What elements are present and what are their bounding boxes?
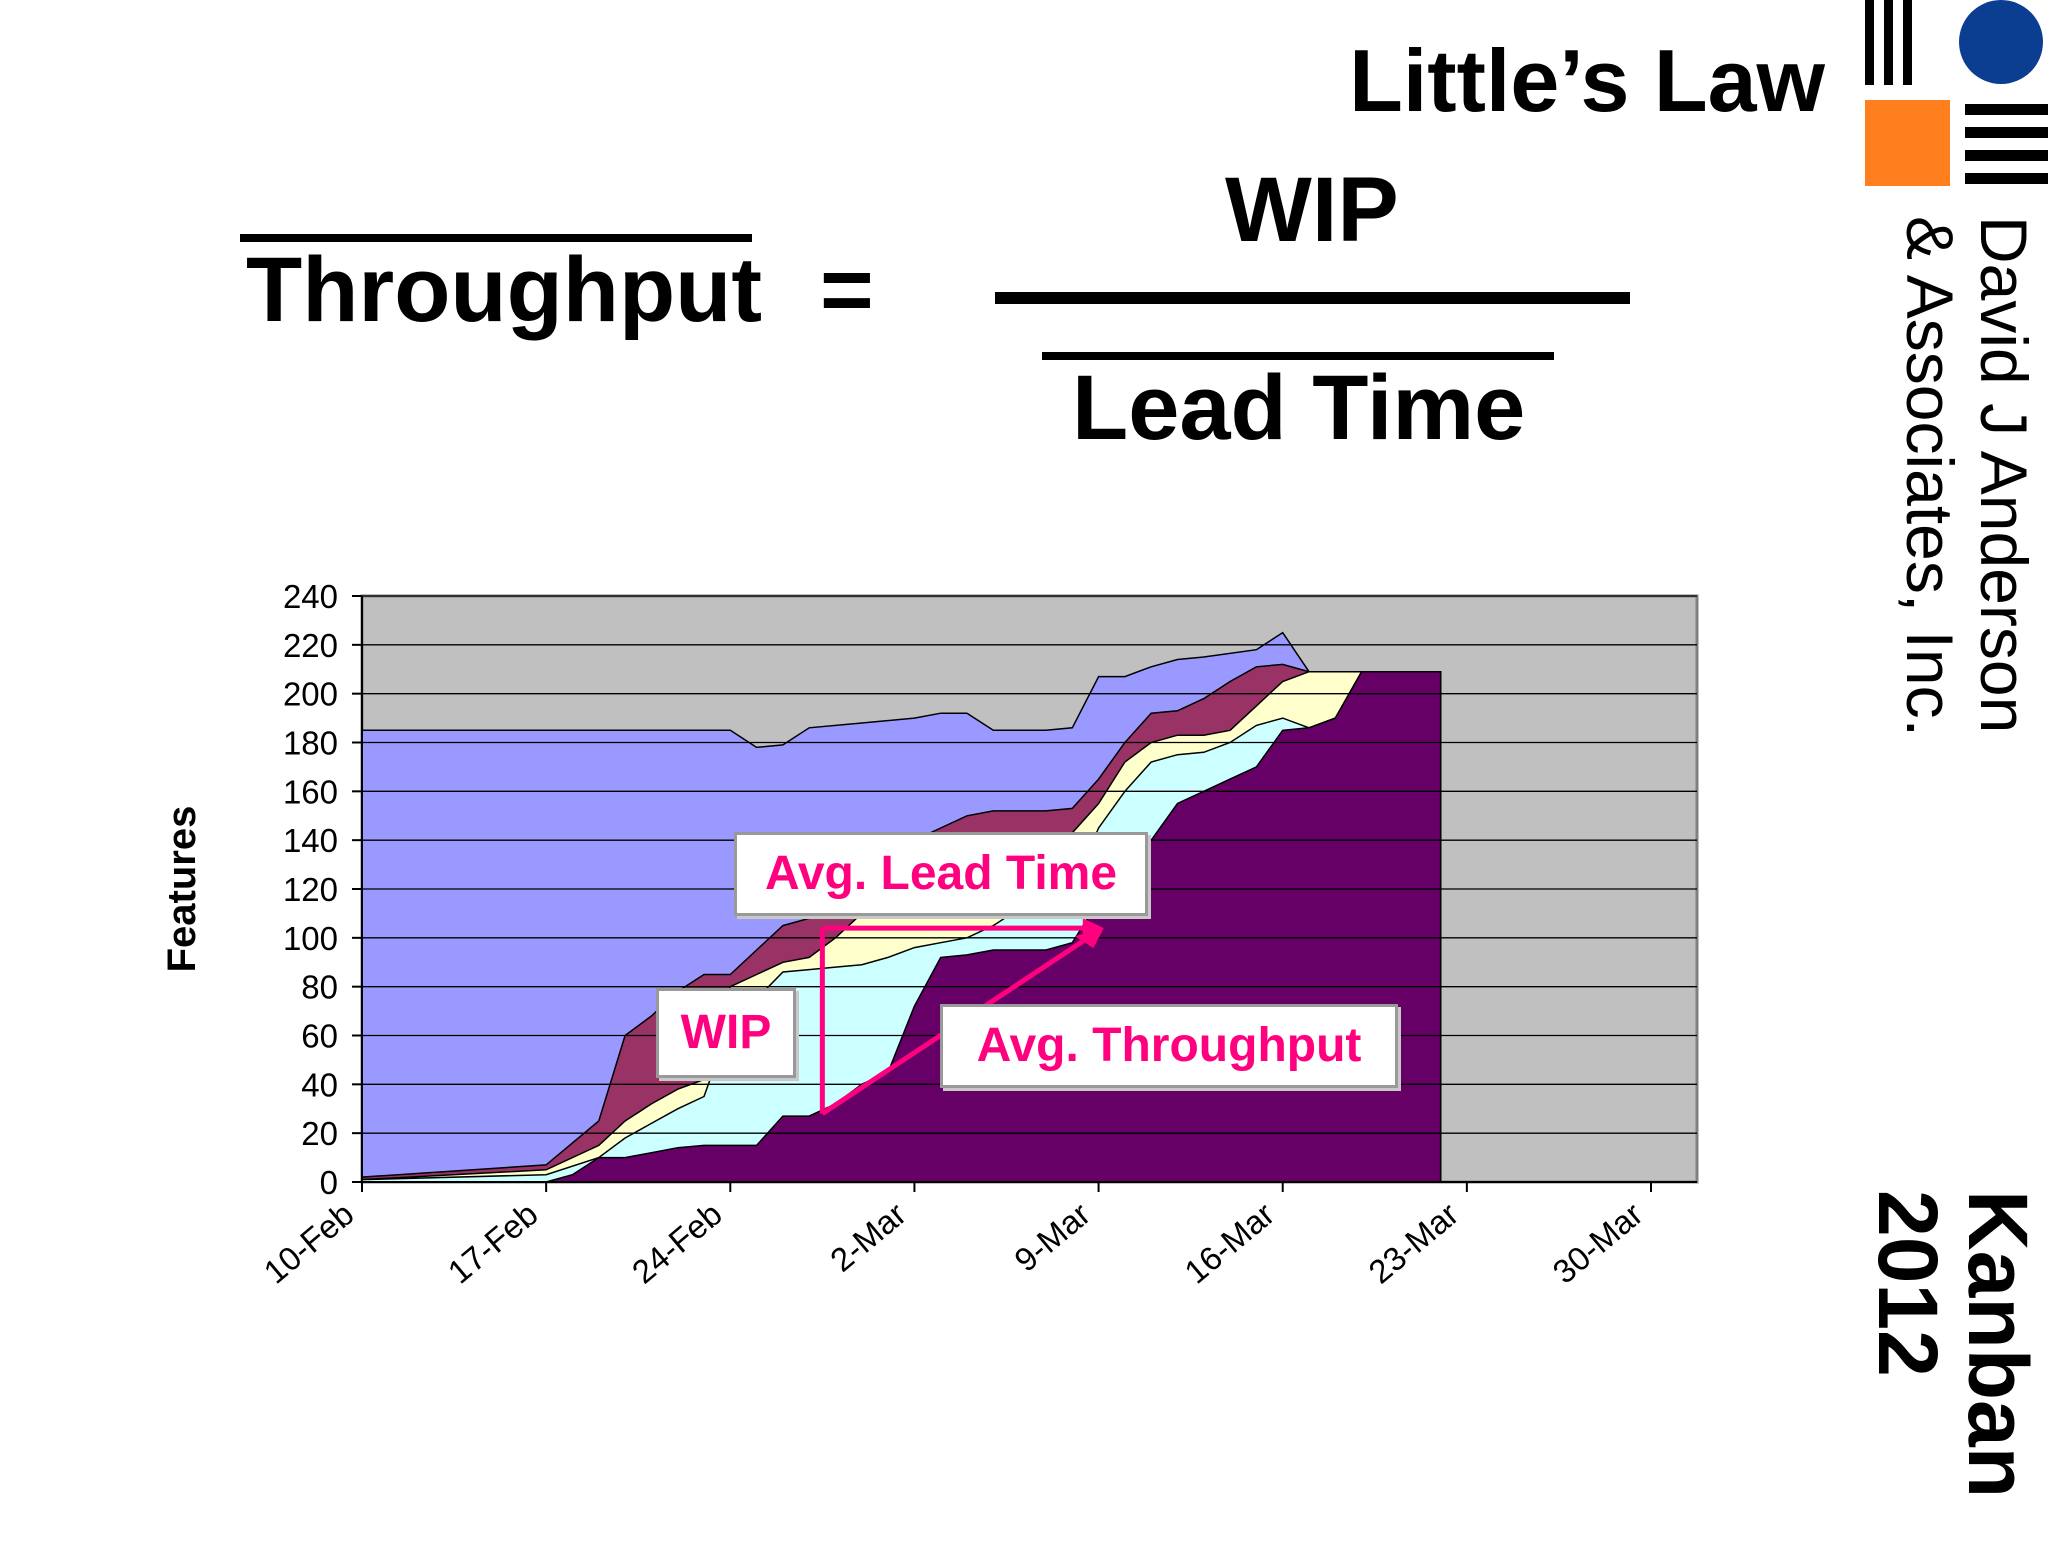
chart-svg: 0 20 40 60 80 100 120 140 160 180 200 220 240 10-Feb 1… xyxy=(160,578,1699,1291)
x-tick-label-2: 24-Feb xyxy=(625,1195,729,1291)
lead-time-overline xyxy=(1042,352,1554,360)
fraction-bar xyxy=(995,292,1630,304)
annotation-avg-throughput: Avg. Throughput xyxy=(940,1004,1398,1088)
formula-wip: WIP xyxy=(1225,159,1399,261)
event-label-line1: Kanban xyxy=(1951,1190,2045,1499)
company-name-line2: & Associates, Inc. xyxy=(1893,216,1967,737)
y-tick-label-140: 140 xyxy=(283,822,338,859)
company-name: David J Anderson & Associates, Inc. xyxy=(1870,216,2045,776)
event-label-line2: 2012 xyxy=(1861,1190,1955,1377)
formula-throughput: Throughput xyxy=(246,239,763,341)
throughput-arrow-head xyxy=(1074,928,1104,949)
y-tick-label-80: 80 xyxy=(301,969,338,1006)
annotation-avg-lead-time: Avg. Lead Time xyxy=(734,832,1148,916)
djaa-logo-icon xyxy=(1865,0,2048,186)
event-label: Kanban 2012 xyxy=(1860,1190,2048,1536)
y-tick-label-200: 200 xyxy=(283,676,338,713)
page-title: Little’s Law xyxy=(1349,31,1825,130)
throughput-overline xyxy=(240,234,752,242)
y-axis-label: Features xyxy=(160,806,204,973)
annotation-wip: WIP xyxy=(656,988,796,1078)
x-tick-label-1: 17-Feb xyxy=(441,1195,545,1291)
x-tick-label-5: 16-Mar xyxy=(1177,1195,1281,1291)
y-tick-label-240: 240 xyxy=(283,578,338,615)
y-tick-label-60: 60 xyxy=(301,1018,338,1055)
formula-equals: = xyxy=(820,239,874,341)
x-tick-label-0: 10-Feb xyxy=(257,1195,361,1291)
y-tick-label-0: 0 xyxy=(320,1164,338,1201)
y-tick-label-120: 120 xyxy=(283,871,338,908)
y-tick-label-100: 100 xyxy=(283,920,338,957)
x-tick-label-7: 30-Mar xyxy=(1546,1195,1650,1291)
y-tick-label-20: 20 xyxy=(301,1115,338,1152)
formula-lead-time: Lead Time xyxy=(1072,357,1526,459)
company-name-line1: David J Anderson xyxy=(1967,216,2041,734)
y-tick-label-160: 160 xyxy=(283,773,338,810)
cumulative-flow-chart: 0 20 40 60 80 100 120 140 160 180 200 220 240 10-Feb 1… xyxy=(140,560,1720,1536)
y-tick-label-180: 180 xyxy=(283,725,338,762)
y-tick-label-220: 220 xyxy=(283,627,338,664)
x-tick-label-6: 23-Mar xyxy=(1361,1195,1465,1291)
y-tick-label-40: 40 xyxy=(301,1066,338,1103)
x-tick-label-4: 9-Mar xyxy=(1007,1195,1097,1279)
x-tick-label-3: 2-Mar xyxy=(823,1195,913,1279)
